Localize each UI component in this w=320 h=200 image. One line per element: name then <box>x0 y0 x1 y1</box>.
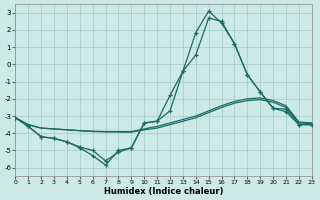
X-axis label: Humidex (Indice chaleur): Humidex (Indice chaleur) <box>104 187 223 196</box>
